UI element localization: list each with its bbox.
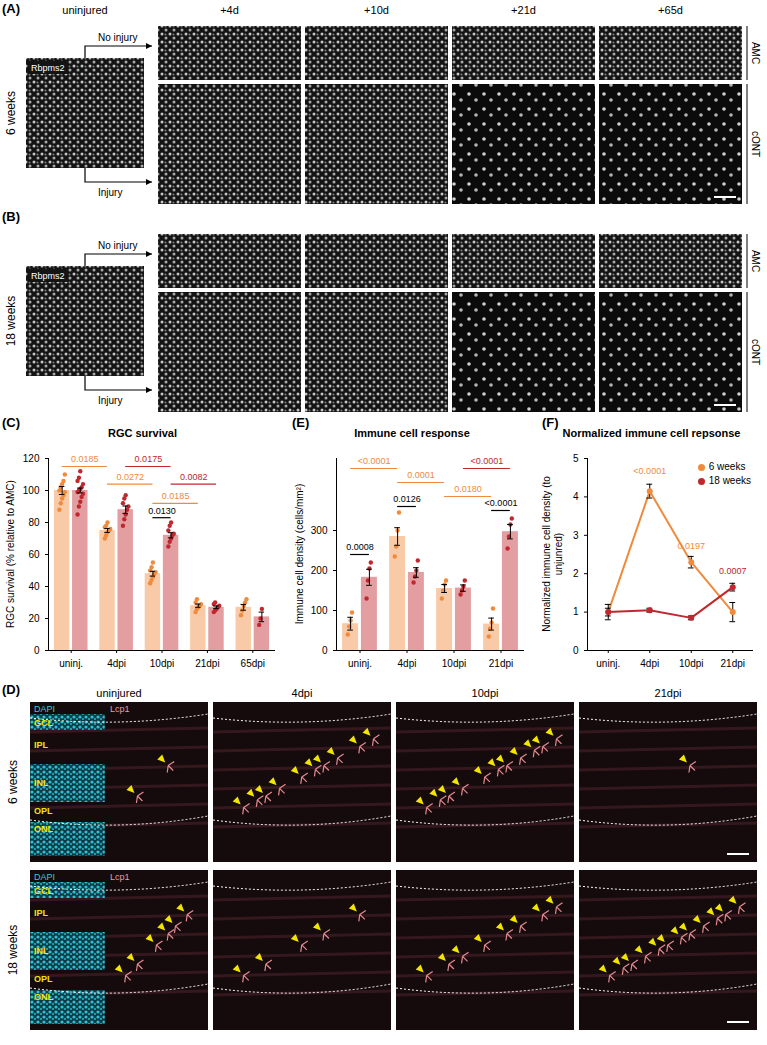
svg-text:80: 80 — [28, 517, 40, 528]
svg-text:10dpi: 10dpi — [150, 658, 174, 669]
svg-text:Injury: Injury — [98, 187, 122, 198]
svg-text:uninj.: uninj. — [596, 658, 620, 669]
svg-text:0.0180: 0.0180 — [454, 484, 482, 494]
svg-text:Lcp1: Lcp1 — [110, 704, 130, 714]
html-text:Normalized immune cell repsons: Normalized immune cell repsonse — [562, 427, 741, 439]
svg-text:<0.0001: <0.0001 — [633, 466, 666, 476]
html-text:Immune cell density (cells/mm²: Immune cell density (cells/mm²) — [294, 483, 305, 625]
svg-text:Rbpms2: Rbpms2 — [31, 63, 65, 73]
svg-text:5: 5 — [573, 453, 579, 464]
svg-text:Lcp1: Lcp1 — [110, 872, 130, 882]
svg-text:GCL: GCL — [34, 886, 54, 896]
html-text:18 weeks: 18 weeks — [708, 475, 751, 487]
svg-text:2: 2 — [573, 568, 579, 579]
html-text:6 weeks: 6 weeks — [708, 461, 746, 473]
svg-text:uninj.: uninj. — [348, 658, 372, 669]
svg-text:3: 3 — [573, 530, 579, 541]
svg-text:<0.0001: <0.0001 — [485, 498, 518, 508]
svg-text:(A): (A) — [2, 1, 20, 16]
svg-text:(B): (B) — [2, 209, 20, 224]
svg-text:+21d: +21d — [511, 4, 536, 16]
svg-text:0.0126: 0.0126 — [393, 494, 421, 504]
svg-text:6 weeks: 6 weeks — [4, 91, 18, 135]
svg-text:DAPI: DAPI — [34, 704, 55, 714]
svg-text:OPL: OPL — [34, 974, 53, 984]
svg-text:AMC: AMC — [750, 250, 761, 272]
svg-text:<0.0001: <0.0001 — [471, 456, 504, 466]
svg-text:ONL: ONL — [34, 824, 54, 834]
svg-text:+65d: +65d — [658, 4, 683, 16]
html-text:RGC survival: RGC survival — [108, 427, 177, 439]
html-text:(E): (E) — [292, 415, 310, 430]
svg-text:1: 1 — [573, 606, 579, 617]
svg-text:21dpi: 21dpi — [489, 658, 513, 669]
svg-text:20: 20 — [28, 613, 40, 624]
svg-text:0.0082: 0.0082 — [180, 472, 208, 482]
svg-text:10dpi: 10dpi — [472, 687, 499, 699]
svg-text:Injury: Injury — [98, 395, 122, 406]
svg-text:ONL: ONL — [34, 992, 54, 1002]
svg-text:0.0185: 0.0185 — [162, 491, 190, 501]
svg-text:4dpi: 4dpi — [640, 658, 659, 669]
svg-text:4: 4 — [573, 491, 579, 502]
svg-text:0.0197: 0.0197 — [677, 541, 705, 551]
svg-text:OPL: OPL — [34, 806, 53, 816]
html-text:RGC survival (% relative to AM: RGC survival (% relative to AMC) — [5, 480, 16, 628]
svg-text:4dpi: 4dpi — [398, 658, 417, 669]
svg-text:IPL: IPL — [34, 908, 49, 918]
svg-text:18 weeks: 18 weeks — [4, 296, 18, 347]
html-text:(F): (F) — [542, 415, 559, 430]
html-text:Immune cell response: Immune cell response — [354, 427, 470, 439]
svg-text:0.0130: 0.0130 — [148, 506, 176, 516]
svg-text:0: 0 — [34, 645, 40, 656]
svg-text:40: 40 — [28, 581, 40, 592]
svg-text:uninjured: uninjured — [96, 687, 141, 699]
svg-text:0.0007: 0.0007 — [719, 566, 747, 576]
svg-text:cONT: cONT — [750, 131, 761, 157]
svg-text:INL: INL — [34, 946, 49, 956]
svg-text:21dpi: 21dpi — [721, 658, 745, 669]
svg-text:300: 300 — [311, 525, 328, 536]
svg-text:Rbpms2: Rbpms2 — [31, 271, 65, 281]
svg-text:DAPI: DAPI — [34, 872, 55, 882]
svg-text:0.0185: 0.0185 — [71, 454, 99, 464]
svg-text:uninjured: uninjured — [62, 4, 107, 16]
svg-text:cONT: cONT — [750, 339, 761, 365]
html-text:(C): (C) — [2, 415, 20, 430]
svg-text:4dpi: 4dpi — [107, 658, 126, 669]
svg-text:+10d: +10d — [364, 4, 389, 16]
svg-text:No injury: No injury — [98, 32, 137, 43]
svg-text:IPL: IPL — [34, 740, 49, 750]
svg-text:0.0008: 0.0008 — [346, 542, 374, 552]
svg-text:4dpi: 4dpi — [292, 687, 313, 699]
svg-text:100: 100 — [311, 605, 328, 616]
svg-text:+4d: +4d — [220, 4, 239, 16]
svg-text:(D): (D) — [2, 682, 20, 697]
svg-text:<0.0001: <0.0001 — [358, 456, 391, 466]
svg-text:18 weeks: 18 weeks — [6, 925, 20, 976]
svg-text:AMC: AMC — [750, 42, 761, 64]
svg-text:0.0272: 0.0272 — [116, 472, 144, 482]
svg-text:120: 120 — [23, 453, 40, 464]
svg-text:200: 200 — [311, 565, 328, 576]
svg-text:10dpi: 10dpi — [679, 658, 703, 669]
html-text:Normalized immune cell density: Normalized immune cell density (to unjun… — [541, 476, 564, 632]
svg-text:0.0001: 0.0001 — [407, 470, 435, 480]
svg-text:60: 60 — [28, 549, 40, 560]
svg-text:65dpi: 65dpi — [241, 658, 265, 669]
svg-text:0.0175: 0.0175 — [135, 454, 163, 464]
svg-text:uninj.: uninj. — [59, 658, 83, 669]
svg-text:10dpi: 10dpi — [442, 658, 466, 669]
svg-text:GCL: GCL — [34, 718, 54, 728]
svg-text:6 weeks: 6 weeks — [6, 760, 20, 804]
svg-text:INL: INL — [34, 778, 49, 788]
svg-text:No injury: No injury — [98, 240, 137, 251]
svg-text:0: 0 — [322, 645, 328, 656]
svg-text:0: 0 — [573, 645, 579, 656]
svg-text:100: 100 — [23, 485, 40, 496]
svg-text:21dpi: 21dpi — [195, 658, 219, 669]
svg-text:21dpi: 21dpi — [655, 687, 682, 699]
